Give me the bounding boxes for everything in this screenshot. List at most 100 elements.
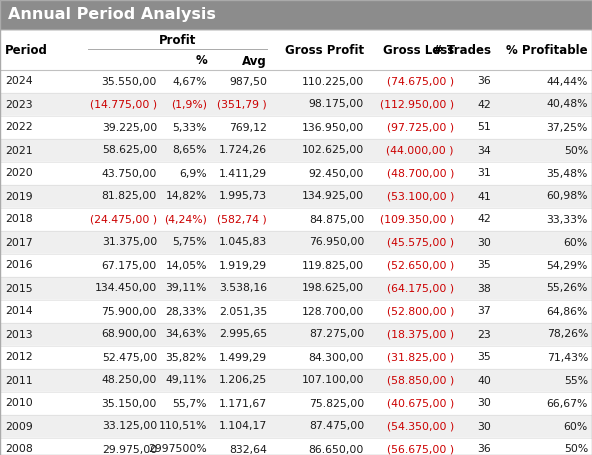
Text: 134.450,00: 134.450,00 [95, 283, 157, 293]
Text: 37,25%: 37,25% [546, 122, 588, 132]
Text: 50%: 50% [564, 146, 588, 156]
Text: 1.995,73: 1.995,73 [219, 192, 267, 202]
Text: 1.411,29: 1.411,29 [219, 168, 267, 178]
Text: 3.538,16: 3.538,16 [219, 283, 267, 293]
Text: 76.950,00: 76.950,00 [308, 238, 364, 248]
Bar [0, 277, 592, 300]
Text: (52.650,00 ): (52.650,00 ) [387, 261, 454, 271]
Text: (54.350,00 ): (54.350,00 ) [387, 421, 454, 431]
Text: 55,7%: 55,7% [172, 399, 207, 409]
Text: %: % [195, 55, 207, 67]
Text: 98.175,00: 98.175,00 [309, 100, 364, 110]
Text: 87.275,00: 87.275,00 [309, 329, 364, 339]
Text: 2021: 2021 [5, 146, 33, 156]
Text: Profit: Profit [159, 35, 196, 47]
Text: (24.475,00 ): (24.475,00 ) [90, 214, 157, 224]
Text: (112.950,00 ): (112.950,00 ) [380, 100, 454, 110]
Text: 2010: 2010 [5, 399, 33, 409]
Text: 40,48%: 40,48% [546, 100, 588, 110]
Text: 60%: 60% [564, 238, 588, 248]
Text: 2016: 2016 [5, 261, 33, 271]
Text: 39.225,00: 39.225,00 [102, 122, 157, 132]
Text: 84.875,00: 84.875,00 [309, 214, 364, 224]
Text: 102.625,00: 102.625,00 [302, 146, 364, 156]
Text: 1.499,29: 1.499,29 [219, 353, 267, 363]
Text: 107.100,00: 107.100,00 [301, 375, 364, 385]
Text: (53.100,00 ): (53.100,00 ) [387, 192, 454, 202]
Text: 92.450,00: 92.450,00 [308, 168, 364, 178]
Text: 35,48%: 35,48% [546, 168, 588, 178]
Bar [0, 415, 592, 438]
Text: 2024: 2024 [5, 76, 33, 86]
Text: 2008: 2008 [5, 445, 33, 455]
Text: 54,29%: 54,29% [546, 261, 588, 271]
Text: 68.900,00: 68.900,00 [101, 329, 157, 339]
Text: 31.375,00: 31.375,00 [102, 238, 157, 248]
Bar [0, 139, 592, 162]
Text: 198.625,00: 198.625,00 [302, 283, 364, 293]
Text: Gross Profit: Gross Profit [285, 44, 364, 56]
Text: (52.800,00 ): (52.800,00 ) [387, 307, 454, 317]
Text: 31: 31 [477, 168, 491, 178]
Text: 2012: 2012 [5, 353, 33, 363]
Text: (31.825,00 ): (31.825,00 ) [387, 353, 454, 363]
Text: 60,98%: 60,98% [546, 192, 588, 202]
Bar [0, 323, 592, 346]
Text: 35.150,00: 35.150,00 [102, 399, 157, 409]
Text: 1.206,25: 1.206,25 [219, 375, 267, 385]
Text: (14.775,00 ): (14.775,00 ) [90, 100, 157, 110]
Text: # Trades: # Trades [433, 44, 491, 56]
Text: 87.475,00: 87.475,00 [309, 421, 364, 431]
Text: 75.825,00: 75.825,00 [309, 399, 364, 409]
Text: (56.675,00 ): (56.675,00 ) [387, 445, 454, 455]
Text: (4,24%): (4,24%) [164, 214, 207, 224]
Text: 55%: 55% [564, 375, 588, 385]
Bar [0, 116, 592, 139]
Text: 2011: 2011 [5, 375, 33, 385]
Text: 23: 23 [477, 329, 491, 339]
Text: 48.250,00: 48.250,00 [102, 375, 157, 385]
Text: 1.919,29: 1.919,29 [219, 261, 267, 271]
Text: 128.700,00: 128.700,00 [302, 307, 364, 317]
Text: 64,86%: 64,86% [546, 307, 588, 317]
Text: 2.995,65: 2.995,65 [219, 329, 267, 339]
Text: 2023: 2023 [5, 100, 33, 110]
Text: 51: 51 [477, 122, 491, 132]
Text: 42: 42 [477, 214, 491, 224]
Text: 44,44%: 44,44% [546, 76, 588, 86]
Text: 110.225,00: 110.225,00 [302, 76, 364, 86]
Text: 84.300,00: 84.300,00 [308, 353, 364, 363]
Text: 42: 42 [477, 100, 491, 110]
Text: (64.175,00 ): (64.175,00 ) [387, 283, 454, 293]
Text: 2017: 2017 [5, 238, 33, 248]
Bar [0, 438, 592, 455]
Text: 832,64: 832,64 [229, 445, 267, 455]
Text: 81.825,00: 81.825,00 [102, 192, 157, 202]
Text: Avg: Avg [242, 55, 267, 67]
Text: % Profitable: % Profitable [506, 44, 588, 56]
Text: 33,33%: 33,33% [546, 214, 588, 224]
Text: 134.925,00: 134.925,00 [302, 192, 364, 202]
Bar [0, 346, 592, 369]
Text: 36: 36 [477, 445, 491, 455]
Text: 4,67%: 4,67% [172, 76, 207, 86]
Text: 58.625,00: 58.625,00 [102, 146, 157, 156]
Bar [0, 254, 592, 277]
Text: 39,11%: 39,11% [166, 283, 207, 293]
Text: 78,26%: 78,26% [546, 329, 588, 339]
Bar [0, 300, 592, 323]
Text: 136.950,00: 136.950,00 [302, 122, 364, 132]
Text: (45.575,00 ): (45.575,00 ) [387, 238, 454, 248]
Bar [0, 231, 592, 254]
Bar [0, 185, 592, 208]
Text: Period: Period [5, 44, 48, 56]
Text: 1.724,26: 1.724,26 [219, 146, 267, 156]
Text: 35.550,00: 35.550,00 [102, 76, 157, 86]
Text: 86.650,00: 86.650,00 [308, 445, 364, 455]
Text: 14,82%: 14,82% [166, 192, 207, 202]
Text: 34: 34 [477, 146, 491, 156]
Text: 36: 36 [477, 76, 491, 86]
Text: 769,12: 769,12 [229, 122, 267, 132]
Text: (18.375,00 ): (18.375,00 ) [387, 329, 454, 339]
Text: 2.051,35: 2.051,35 [219, 307, 267, 317]
